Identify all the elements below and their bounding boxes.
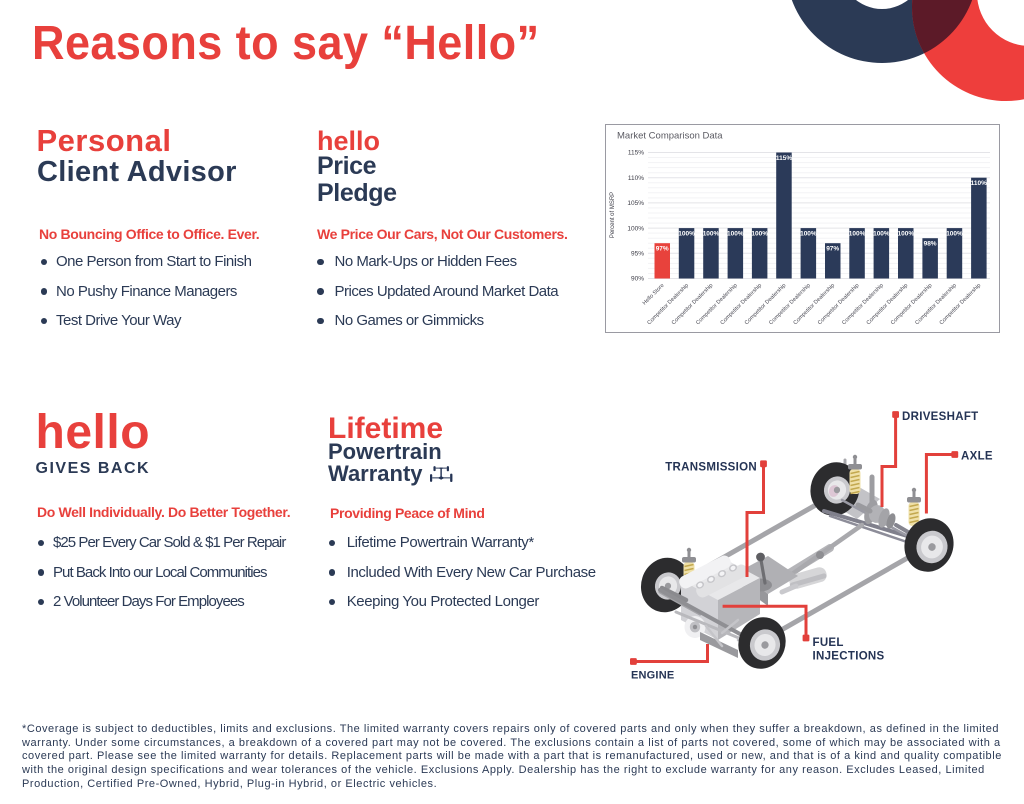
svg-text:Competitor Dealership: Competitor Dealership	[768, 283, 812, 327]
svg-text:100%: 100%	[946, 231, 963, 238]
svg-text:100%: 100%	[849, 231, 866, 238]
svg-text:Competitor Dealership: Competitor Dealership	[914, 283, 958, 327]
svg-text:100%: 100%	[873, 231, 890, 238]
svg-text:Hello Store: Hello Store	[642, 283, 666, 307]
svg-text:DRIVESHAFT: DRIVESHAFT	[902, 411, 978, 423]
svg-text:100%: 100%	[800, 231, 817, 238]
svg-text:110%: 110%	[628, 175, 644, 182]
svg-text:Competitor Dealership: Competitor Dealership	[695, 283, 739, 327]
svg-text:97%: 97%	[826, 246, 839, 253]
svg-text:105%: 105%	[627, 200, 644, 207]
svg-text:115%: 115%	[776, 155, 792, 162]
svg-text:Competitor Dealership: Competitor Dealership	[841, 283, 885, 327]
svg-text:AXLE: AXLE	[961, 451, 993, 463]
svg-text:Competitor Dealership: Competitor Dealership	[939, 283, 983, 327]
svg-text:FUEL: FUEL	[813, 637, 844, 649]
svg-text:115%: 115%	[628, 150, 644, 157]
svg-text:98%: 98%	[924, 241, 937, 248]
svg-text:Competitor Dealership: Competitor Dealership	[866, 283, 910, 327]
svg-text:Competitor Dealership: Competitor Dealership	[817, 283, 861, 327]
svg-text:INJECTIONS: INJECTIONS	[813, 651, 885, 663]
svg-text:Percent of MSRP: Percent of MSRP	[610, 192, 616, 238]
svg-text:100%: 100%	[678, 231, 695, 238]
svg-text:100%: 100%	[727, 231, 744, 238]
svg-text:ENGINE: ENGINE	[631, 670, 674, 682]
svg-text:Competitor Dealership: Competitor Dealership	[671, 283, 715, 327]
svg-text:Competitor Dealership: Competitor Dealership	[720, 283, 764, 327]
svg-text:Competitor Dealership: Competitor Dealership	[793, 283, 837, 327]
svg-text:100%: 100%	[627, 225, 644, 232]
svg-text:Competitor Dealership: Competitor Dealership	[646, 283, 690, 327]
svg-text:90%: 90%	[631, 276, 644, 283]
svg-text:97%: 97%	[656, 246, 669, 253]
svg-text:110%: 110%	[971, 180, 987, 187]
svg-text:Competitor Dealership: Competitor Dealership	[744, 283, 788, 327]
svg-text:Competitor Dealership: Competitor Dealership	[890, 283, 934, 327]
svg-text:100%: 100%	[703, 231, 720, 238]
svg-text:100%: 100%	[751, 231, 768, 238]
svg-text:Market Comparison Data: Market Comparison Data	[617, 131, 723, 142]
svg-text:100%: 100%	[897, 231, 914, 238]
svg-text:95%: 95%	[631, 251, 644, 258]
svg-text:TRANSMISSION: TRANSMISSION	[665, 462, 757, 474]
